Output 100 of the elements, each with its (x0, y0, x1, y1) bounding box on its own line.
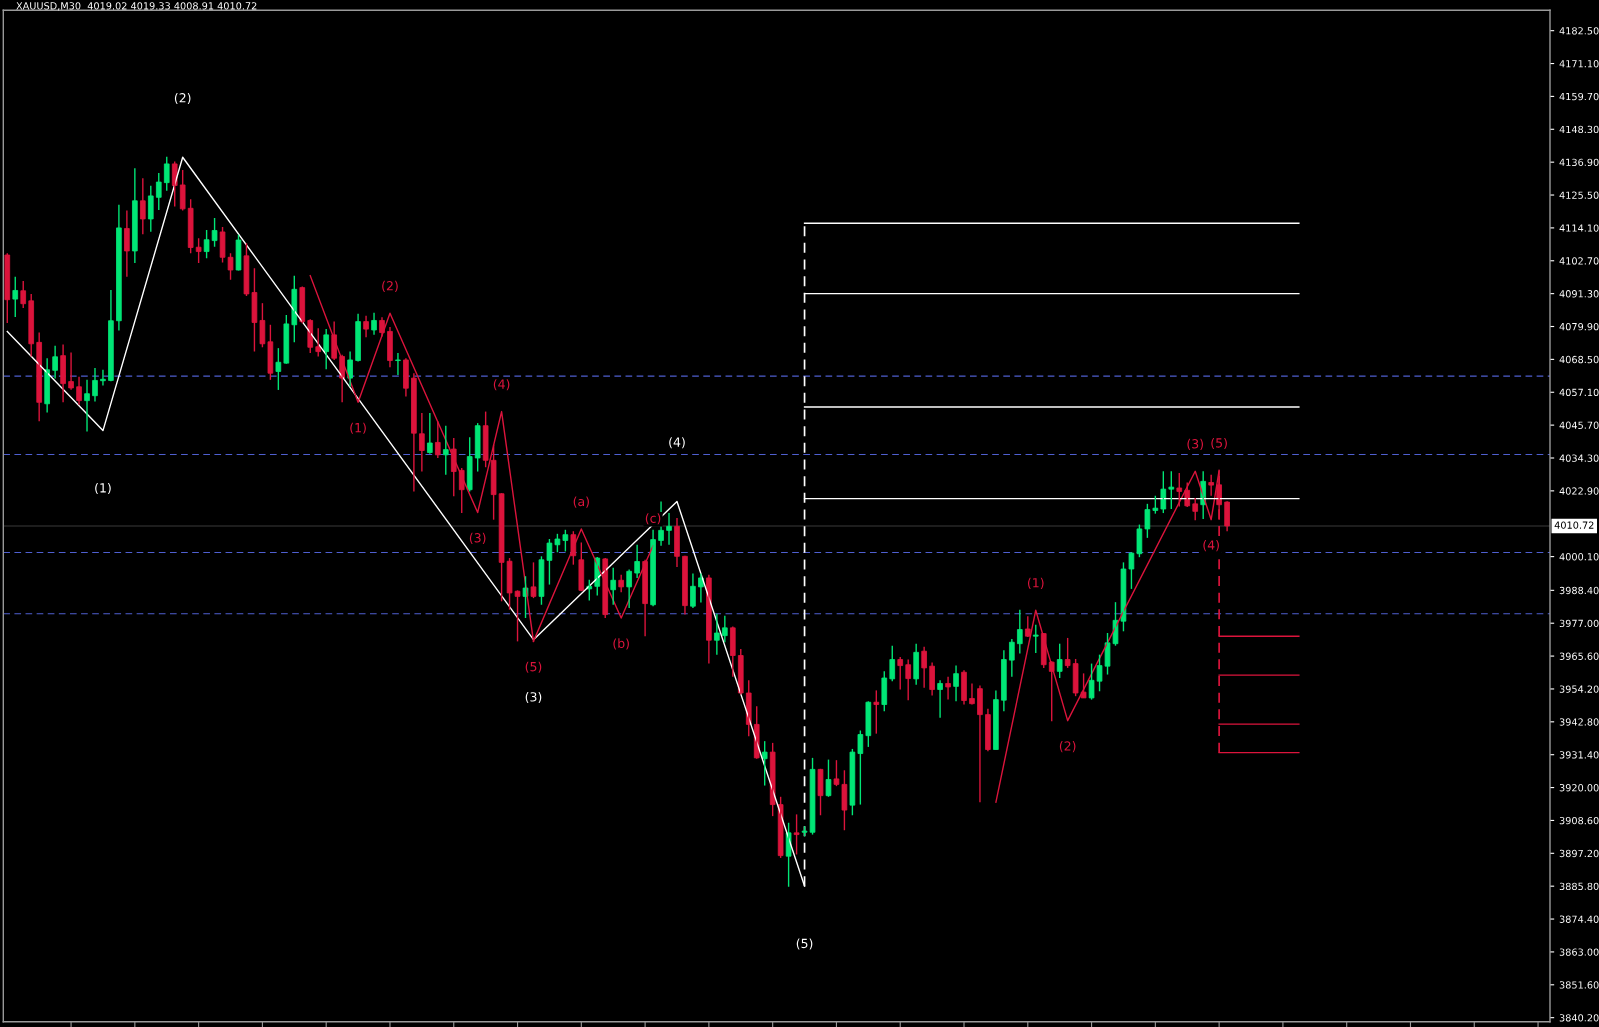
candlestick (554, 533, 561, 553)
y-tick-label: 3954.20 (1559, 685, 1599, 693)
candlestick (1160, 470, 1167, 514)
candlestick (235, 234, 242, 272)
ref-line-label: 4010.72 (1554, 521, 1594, 529)
annotation: (5) (1211, 437, 1227, 450)
annotation: (3) (469, 532, 486, 544)
y-tick-label: 4068.50 (1559, 355, 1599, 364)
candlestick (1088, 662, 1095, 701)
annotation: (5) (796, 938, 813, 950)
candlestick (203, 229, 210, 259)
y-tick-label: 3965.60 (1559, 652, 1599, 660)
candlestick (12, 275, 19, 318)
y-tick-label: 3920.00 (1559, 784, 1599, 792)
y-tick-label: 4171.10 (1559, 60, 1599, 68)
annotation: (1) (350, 422, 366, 434)
y-tick-label: 4125.50 (1559, 191, 1599, 199)
y-tick-label: 3874.40 (1559, 915, 1599, 923)
y-tick-label: 3931.40 (1559, 751, 1599, 759)
candlestick (267, 324, 274, 381)
candlestick (538, 555, 545, 606)
y-tick-label: 4136.90 (1559, 158, 1599, 166)
y-tick-label: 4000.10 (1559, 553, 1599, 561)
candlestick (562, 529, 569, 553)
y-tick-label: 3942.80 (1559, 718, 1599, 726)
candlestick (793, 813, 800, 856)
candlestick (761, 740, 768, 787)
candlestick (395, 352, 401, 376)
candlestick (498, 492, 505, 602)
candlestick (211, 217, 218, 248)
candlestick (1072, 658, 1079, 697)
candlestick (546, 538, 553, 586)
y-tick-label: 4034.30 (1559, 454, 1599, 462)
y-tick-label: 4022.90 (1559, 487, 1599, 495)
annotation: (4) (669, 437, 685, 449)
candlestick (530, 561, 537, 599)
annotation: (b) (613, 638, 629, 650)
annotation: (c) (645, 513, 661, 525)
candlestick (20, 280, 27, 309)
y-tick-label: 4114.10 (1559, 224, 1599, 232)
candlestick (1176, 472, 1183, 508)
candlestick (1168, 470, 1175, 510)
annotation: (a) (573, 496, 589, 508)
candlestick (1024, 615, 1031, 638)
y-tick-label: 3885.80 (1559, 882, 1599, 891)
y-tick-label: 3863.00 (1559, 948, 1599, 956)
y-tick-label: 3977.00 (1559, 619, 1599, 628)
candlestick (849, 748, 856, 816)
chart-title: XAUUSD,M30 4019.02 4019.33 4008.91 4010.72 (16, 2, 257, 11)
annotation: (3) (1187, 438, 1203, 450)
candlestick (897, 656, 904, 691)
candlestick (905, 658, 912, 701)
y-tick-label: 3840.20 (1559, 1014, 1599, 1022)
y-tick-label: 4079.90 (1559, 322, 1599, 331)
candlestick (283, 314, 290, 365)
annotation: (2) (1059, 741, 1076, 753)
y-tick-label: 4102.70 (1559, 257, 1599, 265)
candlestick (841, 769, 848, 831)
candlestick (28, 293, 35, 358)
candlestick (833, 759, 840, 787)
annotation: (3) (525, 691, 542, 704)
candlestick (1064, 637, 1071, 669)
candlestick (1136, 523, 1143, 558)
annotation: (1) (1027, 577, 1044, 589)
y-tick-label: 4182.50 (1559, 27, 1599, 35)
candlestick (857, 729, 864, 806)
y-tick-label: 4045.70 (1559, 421, 1599, 429)
candlestick (442, 425, 449, 476)
y-tick-label: 4057.10 (1559, 388, 1599, 397)
y-tick-label: 4091.30 (1559, 290, 1599, 298)
candlestick (889, 645, 896, 682)
y-tick-label: 3851.60 (1559, 981, 1599, 989)
candlestick (1192, 497, 1199, 521)
y-tick-label: 4148.30 (1559, 125, 1599, 134)
candlestick (881, 670, 888, 712)
candlestick (825, 758, 832, 798)
candlestick (1144, 503, 1151, 539)
candlestick (1032, 623, 1039, 654)
candlestick (729, 625, 736, 678)
candlestick (1080, 672, 1087, 699)
annotation: (4) (493, 379, 510, 391)
candlestick (474, 422, 481, 473)
candlestick (155, 172, 162, 211)
y-tick-label: 3988.40 (1559, 586, 1599, 595)
candlestick (163, 155, 170, 192)
annotation: (2) (174, 92, 191, 105)
candlestick (578, 541, 585, 592)
candlestick (179, 169, 186, 212)
annotation: (4) (1203, 540, 1219, 552)
candlestick (1056, 642, 1063, 679)
y-tick-label: 3908.60 (1559, 816, 1599, 825)
candlestick (147, 185, 154, 233)
candlestick (817, 768, 824, 816)
annotation: (5) (525, 661, 542, 673)
candlestick (4, 252, 11, 324)
candlestick (482, 410, 489, 468)
y-tick-label: 3897.20 (1559, 849, 1599, 858)
annotation: (1) (95, 482, 111, 495)
y-tick-label: 4159.70 (1559, 92, 1599, 101)
annotation: (2) (382, 280, 398, 292)
